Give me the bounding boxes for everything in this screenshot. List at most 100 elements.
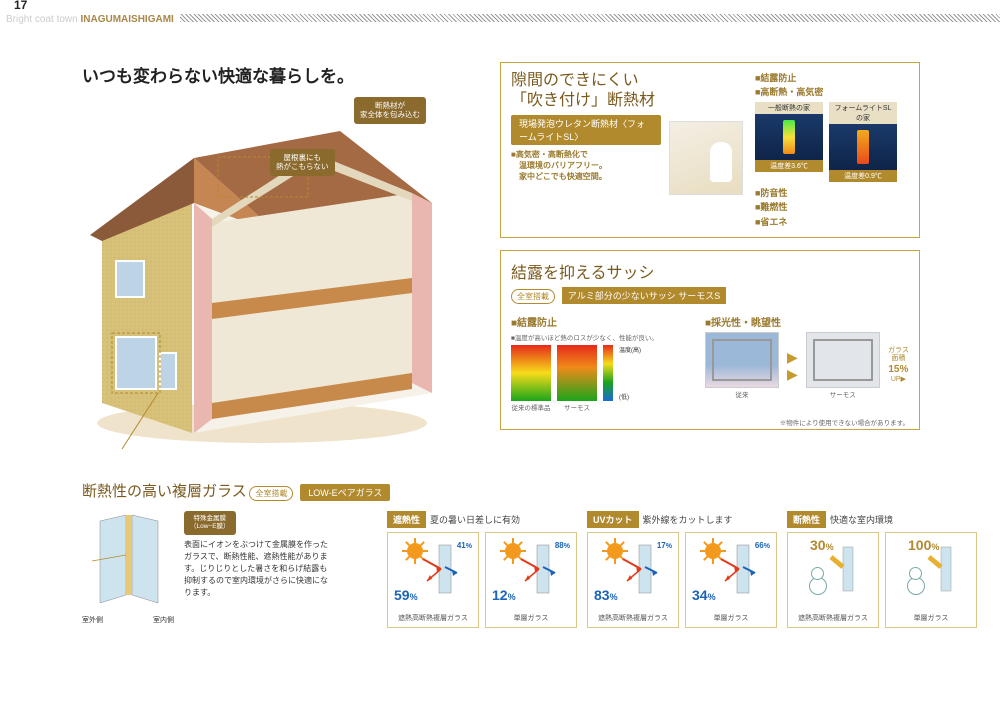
pct-main: 30%	[810, 537, 834, 553]
pct-main: 100%	[908, 537, 939, 553]
heatmap-image	[557, 345, 597, 401]
main-headline: いつも変わらない快適な暮らしを。	[82, 62, 482, 87]
glass-area-up-badge: ガラス面積 15% UP▶	[888, 347, 909, 384]
glass-cell-caption: 単層ガラス	[514, 613, 549, 623]
bullet: ■結露防止	[755, 71, 909, 85]
page-number: 17	[14, 0, 27, 12]
temp-value: 温度差3.6℃	[755, 160, 823, 172]
glass-performance-columns: 遮熱性 夏の暑い日差しに有効 遮熱高断熱複層ガラス 59% 41%	[387, 511, 982, 628]
panelA-title-l2: 「吹き付け」断熱材	[511, 92, 655, 109]
bullet: ■高断熱・高気密	[755, 85, 909, 99]
panelB-goldline: アルミ部分の少ないサッシ サーモスS	[562, 287, 726, 304]
photo-caption: サーモス	[830, 389, 856, 399]
panelB-title: 結露を抑えるサッシ	[511, 259, 909, 283]
heat-thermos: サーモス	[557, 345, 597, 412]
panelA-title-l1: 隙間のできにくい	[511, 72, 639, 89]
temp-value: 温度差0.9℃	[829, 170, 897, 182]
glass-title-row: 断熱性の高い複層ガラス 全室搭載 LOW-Eペアガラス	[82, 480, 982, 505]
glass-cell-caption: 単層ガラス	[714, 613, 749, 623]
pct-main: 83%	[594, 587, 618, 603]
glass-title: 断熱性の高い複層ガラス	[82, 483, 247, 500]
callout-insulation-text: 断熱材が 家全体を包み込む	[360, 101, 420, 119]
house-illustration-block: いつも変わらない快適な暮らしを。	[82, 62, 482, 472]
thermal-foamlite: フォームライトSLの家 温度差0.9℃	[829, 102, 897, 182]
up-label: ガラス面積	[888, 347, 909, 362]
callout-roof: 屋根裏にも 熱がこもらない	[270, 149, 335, 176]
glass-col-header: 断熱性 快適な室内環境	[787, 511, 977, 528]
spray-application-photo	[669, 121, 743, 195]
thermal-general: 一般断熱の家 温度差3.6℃	[755, 102, 823, 182]
pct-small: 17%	[657, 541, 672, 550]
arrow-icons: ▶▶	[787, 349, 798, 383]
panelB-sub1: ■結露防止	[511, 314, 691, 329]
callout-roof-text: 屋根裏にも 熱がこもらない	[276, 153, 329, 171]
house-svg	[82, 93, 462, 453]
glass-description: 表面にイオンをぶつけて金属膜を作ったガラスで、断熱性能、遮熱性能があります。じり…	[184, 539, 334, 599]
glass-col-pair: 遮熱高断熱複層ガラス 30% 単層ガラス 100%	[787, 532, 977, 628]
thermal-label: 一般断熱の家	[755, 102, 823, 114]
panelB-note: ■温度が高いほど熱のロスが少なく、性能が良い。	[511, 332, 691, 342]
house-cutaway: 断熱材が 家全体を包み込む 屋根裏にも 熱がこもらない	[82, 93, 462, 453]
window-photo	[705, 332, 779, 388]
glass-col-header: UVカット 紫外線をカットします	[587, 511, 777, 528]
pct-small: 41%	[457, 541, 472, 550]
panel-sash: 結露を抑えるサッシ 全室搭載 アルミ部分の少ないサッシ サーモスS ■結露防止 …	[500, 250, 920, 430]
glass-side-labels: 室外側 室内側	[82, 615, 174, 625]
glass-cell-caption: 遮熱高断熱複層ガラス	[798, 613, 868, 623]
glass-col-tag: 断熱性	[787, 511, 826, 528]
bullet: ■難燃性	[755, 200, 909, 214]
color-scale	[603, 345, 613, 401]
glass-film-callout: 特殊金属膜 （Low−E膜）	[184, 511, 236, 535]
glass-col-tag: UVカット	[587, 511, 639, 528]
bullet: ■防音性	[755, 186, 909, 200]
bullet: ■省エネ	[755, 215, 909, 229]
glass-column: UVカット 紫外線をカットします 遮熱高断熱複層ガラス83%17%	[587, 511, 777, 628]
glass-diagram	[82, 511, 174, 615]
thermal-image-general	[755, 114, 823, 160]
header: 17 Bright coat town INAGUMAISHIGAMI	[0, 0, 1000, 20]
side-in-label: 室内側	[153, 615, 174, 625]
tagline-prefix: Bright coat town	[6, 14, 80, 25]
panelB-subtitle-row: 全室搭載 アルミ部分の少ないサッシ サーモスS	[511, 287, 909, 304]
glass-cell: 遮熱高断熱複層ガラス 59% 41%	[387, 532, 479, 628]
side-out-label: 室外側	[82, 615, 103, 625]
glass-block: 断熱性の高い複層ガラス 全室搭載 LOW-Eペアガラス 室外側 室内側 特殊金属…	[82, 480, 982, 680]
thermal-label: フォームライトSLの家	[829, 102, 897, 124]
glass-cell: 単層ガラス 100%	[885, 532, 977, 628]
pct-small: 88%	[555, 541, 570, 550]
header-hatch-decoration	[180, 14, 1000, 22]
glass-col-tag: 遮熱性	[387, 511, 426, 528]
panelA-title: 隙間のできにくい 「吹き付け」断熱材	[511, 71, 661, 111]
glass-cell: 単層ガラス34%66%	[685, 532, 777, 628]
up-suffix: UP▶	[891, 376, 906, 383]
pct-small: 66%	[755, 541, 770, 550]
panelA-lead: ■高気密・高断熱化で 温環境のバリアフリー。 家中どこでも快適空間。	[511, 149, 661, 183]
panelA-bullets-top: ■結露防止 ■高断熱・高気密	[755, 71, 909, 100]
pct-main: 59%	[394, 587, 418, 603]
window-photo	[806, 332, 880, 388]
glass-col-sub: 快適な室内環境	[830, 513, 893, 526]
tagline: Bright coat town INAGUMAISHIGAMI	[6, 14, 174, 25]
photo-caption: 従来	[736, 389, 749, 399]
all-rooms-chip: 全室搭載	[511, 289, 555, 304]
heat-conventional: 従来の標準品	[511, 345, 551, 412]
glass-column: 遮熱性 夏の暑い日差しに有効 遮熱高断熱複層ガラス 59% 41%	[387, 511, 577, 628]
glass-cell: 単層ガラス12%88%	[485, 532, 577, 628]
callout-insulation: 断熱材が 家全体を包み込む	[354, 97, 426, 124]
glass-cell: 遮熱高断熱複層ガラス 30%	[787, 532, 879, 628]
glass-col-sub: 夏の暑い日差しに有効	[430, 513, 520, 526]
up-value: 15%	[888, 364, 908, 375]
glass-cell-caption: 単層ガラス	[914, 613, 949, 623]
glass-col-pair: 遮熱高断熱複層ガラス83%17% 単層ガラス34%66%	[587, 532, 777, 628]
all-rooms-chip: 全室搭載	[249, 486, 293, 501]
glass-cell: 遮熱高断熱複層ガラス83%17%	[587, 532, 679, 628]
glass-col-header: 遮熱性 夏の暑い日差しに有効	[387, 511, 577, 528]
glass-intro: 室外側 室内側 特殊金属膜 （Low−E膜） 表面にイオンをぶつけて金属膜を作っ…	[82, 511, 382, 625]
glass-cell-caption: 遮熱高断熱複層ガラス	[398, 613, 468, 623]
scale-labels: 温度(高)(低)	[619, 345, 641, 401]
panel-spray-insulation: 隙間のできにくい 「吹き付け」断熱材 現場発泡ウレタン断熱材〈フォームライトSL…	[500, 62, 920, 238]
panelB-sub2: ■採光性・眺望性	[705, 314, 909, 329]
panelA-bullets-bottom: ■防音性 ■難燃性 ■省エネ	[755, 186, 909, 229]
glass-column: 断熱性 快適な室内環境 遮熱高断熱複層ガラス 30% 単層ガラス 100%	[787, 511, 977, 628]
glass-film-text: 特殊金属膜 （Low−E膜）	[190, 515, 230, 530]
